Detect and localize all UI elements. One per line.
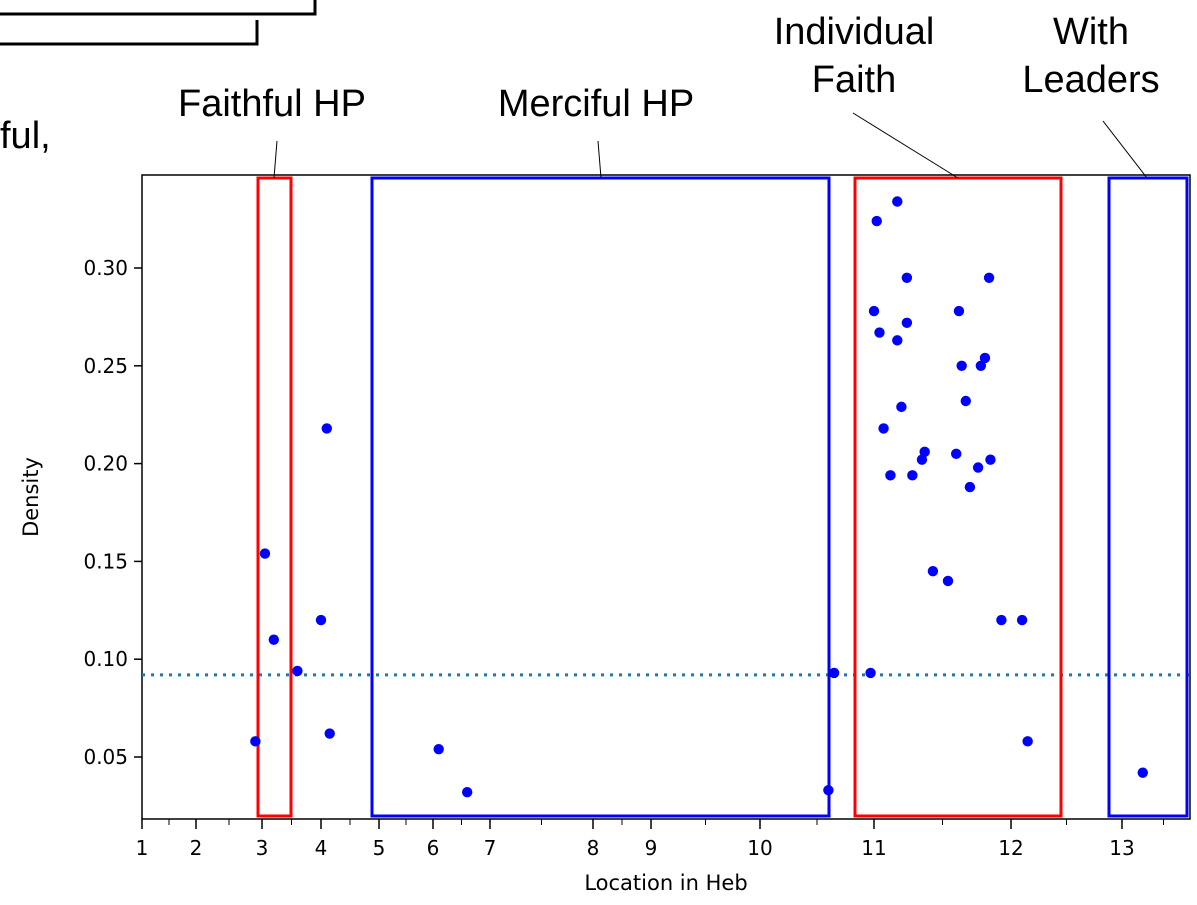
x-tick-label: 4 [315,836,328,860]
label-merciful-hp: Merciful HP [498,83,694,125]
x-tick-label: 8 [587,836,600,860]
y-tick-label: 0.20 [83,452,128,476]
data-point [956,360,967,371]
data-point [268,634,279,645]
data-point [828,667,840,679]
data-point [927,565,939,577]
data-point [1022,736,1033,747]
data-point [896,401,907,413]
y-axis-label: Density [19,457,43,537]
data-point [324,728,335,739]
data-point [979,352,991,364]
data-point [871,215,882,227]
y-tick-label: 0.05 [83,745,128,769]
y-tick-label: 0.15 [83,549,128,573]
x-tick-label: 6 [427,836,440,860]
y-tick-label: 0.30 [83,256,128,280]
data-point [916,454,928,465]
x-tick-label: 10 [747,836,772,860]
label-individual-faith-line1: Individual [774,11,935,53]
y-tick-label: 0.10 [83,647,128,671]
data-point [292,665,303,677]
data-point [983,272,995,283]
x-tick-label: 12 [998,836,1023,860]
data-point [462,787,473,798]
x-tick-label: 11 [861,836,886,860]
data-point [868,305,880,317]
data-point [250,736,261,747]
y-tick-label: 0.25 [83,354,128,378]
y-axis-ticks: 0.05 0.10 0.15 0.20 0.25 0.30 [83,256,142,769]
data-point [1016,614,1028,626]
label-individual-faith-line2: Faith [812,59,896,101]
data-point [823,785,834,796]
x-tick-label: 7 [484,836,497,860]
data-points [250,196,1148,798]
data-point [964,481,976,493]
data-point [1137,767,1148,778]
data-point [892,196,903,207]
data-point [315,614,327,626]
data-point [901,272,913,283]
data-point [878,423,889,434]
region-faithful-hp [256,176,293,818]
data-point [885,470,896,481]
data-point [892,335,903,346]
data-point [259,548,271,559]
region-merciful-hp [370,176,831,818]
data-point [996,614,1007,626]
label-faithful-hp: Faithful HP [178,83,366,125]
annotation-leaders [273,112,1148,179]
data-point [975,360,987,371]
region-individual-faith [853,176,1063,818]
data-point [942,575,954,587]
x-axis-ticks: 1 2 3 4 5 6 7 8 9 10 11 12 13 [136,819,1164,860]
x-tick-label: 9 [645,836,658,860]
data-point [907,470,918,481]
region-with-leaders [1107,176,1189,818]
label-with-leaders-line2: Leaders [1022,59,1159,101]
plot-frame [141,174,1191,820]
data-point [985,454,996,465]
data-point [865,667,876,679]
data-point [972,462,984,473]
data-point [953,305,965,317]
x-tick-label: 3 [256,836,269,860]
x-axis-label: Location in Heb [584,871,747,895]
label-with-leaders-line1: With [1053,11,1129,53]
data-point [874,327,885,338]
data-point [321,423,332,434]
data-point [960,395,971,407]
data-point [901,317,913,328]
data-point [433,743,444,755]
x-tick-label: 1 [136,836,149,860]
cropped-boxes [0,0,317,46]
x-tick-label: 13 [1109,836,1134,860]
x-tick-label: 2 [190,836,203,860]
data-point [951,448,962,460]
x-tick-label: 5 [373,836,386,860]
data-point [919,446,930,458]
page-fragment-text: ful, [0,115,51,157]
